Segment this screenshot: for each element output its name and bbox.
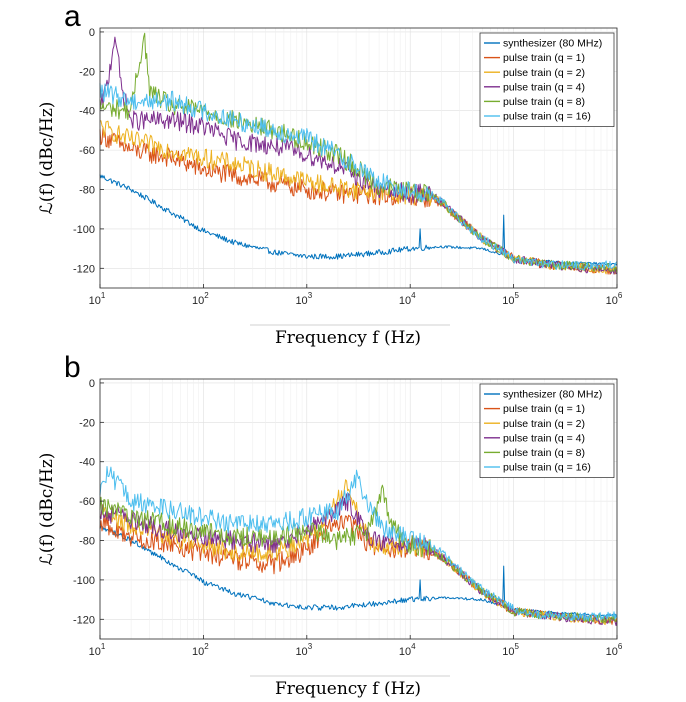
legend-box [479, 32, 615, 127]
x-tick-label: 101 [89, 291, 106, 307]
x-tick-label: 104 [399, 291, 416, 307]
y-tick-label: -60 [79, 496, 95, 508]
x-tick-label: 106 [606, 642, 623, 658]
x-tick-label: 102 [192, 642, 209, 658]
series-group [99, 466, 618, 626]
legend-entry: pulse train (q = 4) [503, 432, 585, 444]
x-tick-label: 103 [295, 642, 312, 658]
series-line [99, 174, 618, 266]
chart-b-svg: b 0 -20 -40 -60 -80 -100 -120 101 102 103 104 105 106… [37, 351, 623, 699]
y-tick-label: -40 [79, 457, 95, 469]
panel-b: b 0 -20 -40 -60 -80 -100 -120 101 102 103 104 105 106… [0, 351, 686, 702]
x-tick-label: 106 [606, 291, 623, 307]
legend-entry: pulse train (q = 8) [503, 447, 585, 459]
legend-entry: pulse train (q = 16) [503, 462, 591, 474]
legend-entry: pulse train (q = 8) [503, 96, 585, 108]
legend-entry: pulse train (q = 2) [503, 418, 585, 430]
x-tick-label: 104 [399, 642, 416, 658]
axes-box [99, 27, 618, 289]
series-line [99, 120, 618, 275]
series-line [99, 83, 618, 271]
panel-letter: b [64, 351, 81, 384]
chart-a-svg: a 0 -20 -40 -60 -80 -100 -120 101 102 103 104 105 106… [37, 0, 623, 348]
legend-box [479, 383, 615, 478]
legend-entry: synthesizer (80 MHz) [503, 389, 602, 401]
y-tick-label: -60 [79, 145, 95, 157]
y-tick-label: 0 [89, 27, 95, 39]
x-axis-label: Frequency f (Hz) [275, 679, 421, 699]
y-tick-label: -20 [79, 66, 95, 78]
series-line [99, 484, 618, 624]
legend-entry: pulse train (q = 1) [503, 52, 585, 64]
x-tick-label: 105 [502, 291, 519, 307]
y-tick-label: -120 [73, 614, 95, 626]
y-tick-label: -100 [73, 575, 95, 587]
legend-entry: pulse train (q = 2) [503, 67, 585, 79]
y-tick-label: -120 [73, 263, 95, 275]
legend-entry: pulse train (q = 4) [503, 81, 585, 93]
x-tick-label: 103 [295, 291, 312, 307]
x-tick-label: 102 [192, 291, 209, 307]
x-axis-label: Frequency f (Hz) [275, 328, 421, 348]
panel-letter: a [64, 0, 81, 33]
y-tick-label: -80 [79, 536, 95, 548]
y-tick-label: -40 [79, 106, 95, 118]
legend-entry: pulse train (q = 1) [503, 403, 585, 415]
y-axis-label: ℒ(f) (dBc/Hz) [37, 102, 57, 215]
x-tick-label: 101 [89, 642, 106, 658]
y-tick-label: -80 [79, 185, 95, 197]
legend-entry: synthesizer (80 MHz) [503, 38, 602, 50]
legend-entry: pulse train (q = 16) [503, 111, 591, 123]
y-tick-label: -20 [79, 417, 95, 429]
y-axis-label: ℒ(f) (dBc/Hz) [37, 453, 57, 566]
legend: synthesizer (80 MHz) pulse train (q = 1) p… [479, 383, 615, 478]
axes-box [99, 378, 618, 640]
legend: synthesizer (80 MHz) pulse train (q = 1) p… [479, 32, 615, 127]
y-tick-label: -100 [73, 224, 95, 236]
series-line [99, 466, 618, 622]
x-tick-label: 105 [502, 642, 519, 658]
y-tick-label: 0 [89, 378, 95, 390]
series-group [99, 32, 618, 275]
panel-a: a 0 -20 -40 -60 -80 -100 -120 101 102 103 104 105 106… [37, 0, 623, 348]
